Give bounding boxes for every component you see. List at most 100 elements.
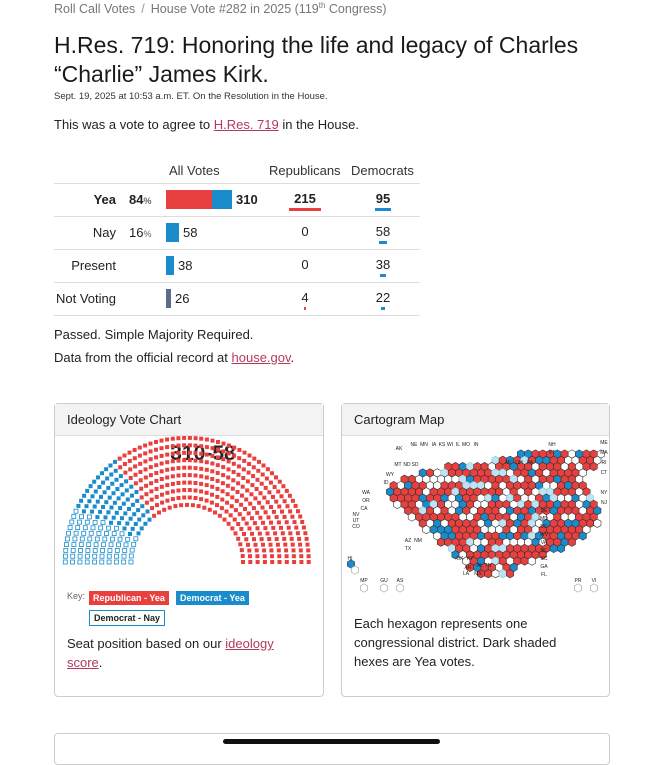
- seat: [72, 536, 78, 542]
- seat: [100, 471, 104, 476]
- seat: [204, 490, 209, 495]
- house-gov-link[interactable]: house.gov: [231, 350, 291, 365]
- seat: [117, 456, 122, 461]
- seat: [268, 480, 273, 485]
- seat: [241, 516, 246, 521]
- seat: [305, 542, 310, 547]
- seat: [242, 450, 247, 455]
- seat: [165, 437, 170, 442]
- yea-bar-rep-segment: [166, 190, 212, 209]
- seat: [300, 520, 305, 524]
- seat: [154, 471, 159, 475]
- seat: [286, 525, 291, 530]
- state-label: NC: [540, 548, 548, 554]
- state-label: WV: [540, 532, 549, 538]
- seat: [165, 452, 170, 457]
- state-label: WI: [447, 442, 453, 448]
- seat: [224, 509, 229, 514]
- seat: [248, 554, 252, 559]
- seat: [147, 517, 152, 522]
- seat: [274, 475, 278, 480]
- seat: [190, 503, 195, 508]
- seat: [250, 483, 255, 488]
- seat: [124, 479, 129, 484]
- row-total: 310: [236, 192, 258, 207]
- seat: [231, 461, 236, 466]
- seat: [64, 542, 69, 547]
- seat: [78, 548, 83, 553]
- seat: [90, 494, 95, 499]
- seat: [220, 481, 225, 486]
- ideology-card: Ideology Vote Chart 310-58 Key: Republic…: [54, 403, 324, 697]
- seat: [97, 485, 102, 489]
- seat: [111, 531, 117, 536]
- seat: [271, 494, 275, 499]
- seat: [260, 472, 265, 477]
- bill-link[interactable]: H.Res. 719: [213, 117, 279, 132]
- row-total: 26: [175, 291, 190, 306]
- seat: [128, 532, 132, 536]
- seat: [143, 475, 148, 480]
- home-indicator[interactable]: [223, 739, 440, 744]
- seat: [215, 463, 220, 468]
- seat: [159, 461, 164, 466]
- seat: [133, 481, 138, 486]
- seat: [182, 465, 187, 470]
- seat: [284, 554, 289, 559]
- seat: [210, 492, 214, 497]
- state-label: AZ: [405, 538, 411, 544]
- state-label: AK: [396, 446, 403, 452]
- seat: [221, 449, 226, 454]
- breadcrumb-current: House Vote #282 in 2025 (119th Congress): [150, 1, 387, 17]
- seat: [242, 458, 247, 463]
- seat: [254, 548, 259, 553]
- seat: [204, 437, 209, 442]
- seat: [187, 436, 192, 440]
- seat: [241, 560, 245, 564]
- seat: [143, 459, 148, 464]
- state-label: VA: [541, 540, 548, 546]
- seat: [111, 515, 116, 520]
- seat: [103, 515, 108, 520]
- seat: [149, 497, 154, 502]
- seat: [118, 465, 123, 470]
- district-hex: [589, 462, 598, 472]
- present-bar: [166, 256, 174, 275]
- seat: [112, 500, 117, 505]
- vote-meta: Sept. 19, 2025 at 10:53 a.m. ET. On the …: [54, 91, 328, 102]
- seat: [109, 472, 114, 477]
- row-total: 58: [183, 225, 198, 240]
- seat: [138, 461, 143, 466]
- seat: [199, 451, 204, 456]
- seat: [193, 443, 198, 448]
- seat: [79, 536, 85, 542]
- source-text: Data from the official record at house.g…: [54, 350, 295, 365]
- seat: [245, 488, 250, 493]
- seat: [239, 526, 244, 531]
- seat: [241, 467, 246, 472]
- seat: [182, 450, 187, 455]
- seat: [204, 467, 209, 472]
- seat: [157, 510, 161, 515]
- seat: [92, 548, 98, 553]
- seat: [170, 459, 175, 464]
- seat: [104, 500, 109, 505]
- seat: [271, 525, 276, 530]
- breadcrumb-home-link[interactable]: Roll Call Votes: [54, 2, 136, 17]
- seat: [298, 542, 303, 547]
- ideology-score-link[interactable]: ideology score: [67, 636, 274, 670]
- seat: [199, 497, 204, 502]
- seat: [143, 443, 148, 448]
- district-hex: [527, 556, 536, 566]
- seat: [88, 530, 94, 536]
- seat: [73, 508, 79, 514]
- seat: [246, 542, 250, 547]
- seat: [70, 559, 76, 565]
- seat: [270, 560, 275, 564]
- row-label: Not Voting: [56, 291, 116, 306]
- vote-row-present: Present 38 0 38: [54, 250, 420, 283]
- seat: [226, 467, 231, 472]
- seat: [298, 514, 303, 519]
- seat: [109, 520, 113, 525]
- seat: [219, 506, 224, 511]
